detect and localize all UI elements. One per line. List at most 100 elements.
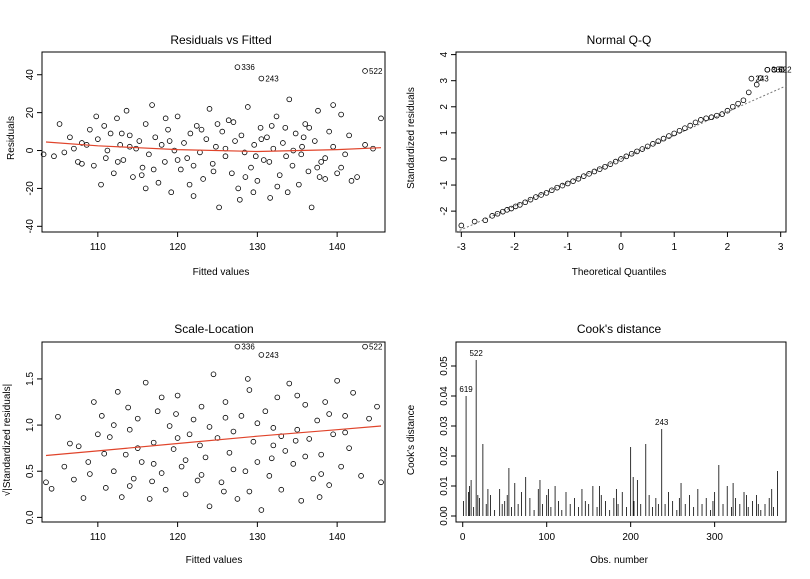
rvf-point: [241, 149, 248, 156]
rvf-point: [61, 149, 68, 156]
cook-ytick-label: 0.00: [439, 506, 450, 526]
sl-point: [258, 507, 265, 513]
rvf-point: [230, 119, 237, 125]
rvf-point: [260, 157, 267, 163]
sl-point: [242, 468, 249, 475]
rvf-point: [316, 174, 323, 180]
sl-point: [238, 413, 245, 419]
qq-xtick-label: -2: [510, 242, 519, 253]
sl-point: [222, 414, 229, 421]
cook-ytick-label: 0.01: [439, 476, 450, 496]
sl-point: [318, 451, 324, 458]
rvf-xlabel: Fitted values: [193, 267, 250, 278]
rvf-plot-frame: [41, 51, 386, 233]
sl-point: [67, 440, 73, 447]
cook-xtick-label: 0: [460, 532, 466, 543]
sl-ytick-label: 1.5: [25, 372, 36, 386]
sl-point: [222, 399, 229, 405]
rvf-point: [155, 179, 162, 186]
rvf-point: [346, 132, 352, 139]
qq-plot-frame: [455, 51, 787, 233]
sl-point: [270, 442, 277, 449]
rvf-point: [177, 166, 184, 173]
qq-ytick-label: -1: [439, 180, 450, 189]
rvf-point: [51, 153, 57, 160]
qq-point: [623, 153, 630, 160]
panel-scale-location: Scale-Location Fitted values √|Standardi…: [1, 322, 386, 566]
sl-point: [286, 380, 293, 387]
sl-point: [101, 450, 108, 457]
rvf-point: [95, 136, 101, 142]
sl-point: [126, 483, 133, 489]
rvf-xtick-label: 110: [90, 242, 106, 253]
sl-labeled-point: [258, 352, 265, 358]
rvf-point: [322, 176, 328, 182]
rvf-point: [292, 130, 299, 137]
sl-point: [103, 485, 109, 491]
sl-point: [158, 394, 165, 401]
qq-point: [559, 182, 566, 189]
qq-point: [740, 97, 747, 104]
sl-point: [266, 473, 273, 479]
sl-point: [173, 411, 179, 417]
rvf-point: [198, 126, 205, 133]
sl-point: [230, 428, 237, 435]
sl-point: [61, 463, 68, 470]
rvf-point: [146, 151, 152, 158]
sl-point: [174, 392, 181, 399]
qq-xlabel: Theoretical Quantiles: [572, 267, 667, 278]
sl-point: [80, 495, 87, 501]
cook-point-label: 522: [469, 349, 483, 358]
rvf-point: [283, 153, 289, 160]
qq-point: [687, 122, 693, 129]
sl-point: [158, 470, 165, 476]
rvf-point: [152, 134, 159, 141]
rvf-point: [238, 132, 245, 139]
rvf-point: [362, 142, 368, 148]
cook-xtick-label: 300: [706, 532, 723, 543]
rvf-point: [56, 121, 63, 127]
qq-point: [543, 190, 550, 196]
qq-xtick-label: -3: [457, 242, 466, 253]
qq-point: [586, 171, 592, 177]
sl-point: [292, 437, 299, 444]
rvf-point: [87, 126, 93, 133]
sl-point: [342, 429, 348, 436]
sl-point: [55, 413, 61, 420]
rvf-point: [274, 183, 281, 190]
qq-point: [533, 194, 539, 200]
sl-point: [85, 459, 92, 465]
sl-point: [87, 471, 93, 477]
sl-point: [294, 426, 301, 433]
rvf-point: [107, 130, 114, 137]
sl-point: [338, 463, 344, 470]
qq-point: [522, 199, 528, 206]
rvf-point: [270, 145, 277, 152]
qq-point: [719, 111, 725, 117]
rvf-point: [166, 138, 173, 144]
qq-xtick-label: 1: [671, 242, 677, 253]
rvf-xtick-label: 140: [329, 242, 346, 253]
qq-point: [698, 117, 704, 123]
rvf-point: [289, 162, 296, 169]
sl-point: [218, 479, 225, 486]
qq-ylabel: Standardized residuals: [406, 87, 417, 189]
sl-point: [306, 436, 313, 442]
sl-point: [198, 472, 205, 478]
rvf-point: [190, 193, 197, 199]
qq-ytick-label: 2: [439, 104, 450, 110]
sl-point: [130, 475, 137, 482]
qq-labeled-point: [748, 75, 755, 82]
rvf-point: [264, 134, 270, 141]
qq-point: [628, 150, 635, 157]
rvf-point: [248, 164, 254, 171]
rvf-point: [312, 138, 318, 144]
rvf-point: [237, 196, 243, 203]
rvf-point: [330, 143, 336, 150]
rvf-point: [276, 172, 283, 178]
qq-point: [607, 161, 614, 167]
rvf-point: [162, 115, 169, 122]
rvf-point: [118, 130, 125, 137]
sl-point: [162, 486, 169, 493]
